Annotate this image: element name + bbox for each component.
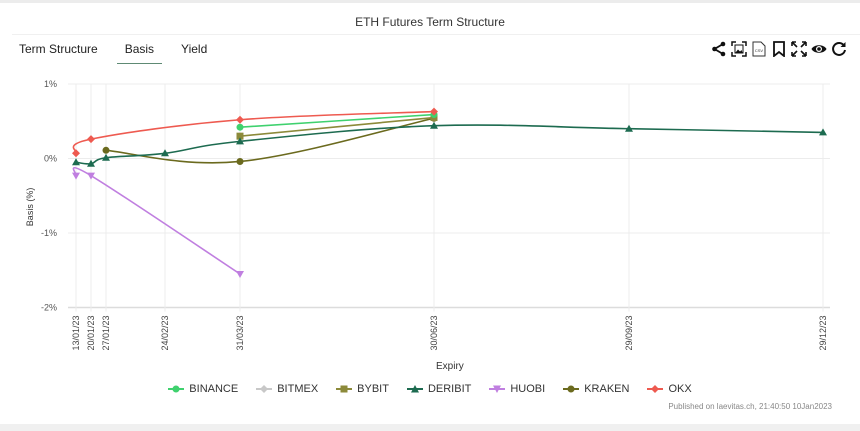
legend: BINANCE BITMEX BYBIT DERIBIT HUOBI KRAKE… <box>0 383 860 395</box>
diamond-marker-icon <box>256 385 273 393</box>
x-tick-label: 31/03/23 <box>235 316 245 351</box>
x-tick-label: 27/01/23 <box>101 316 111 351</box>
share-button[interactable] <box>710 40 728 58</box>
bookmark-button[interactable] <box>770 40 788 58</box>
refresh-button[interactable] <box>830 40 848 58</box>
legend-item-binance[interactable]: BINANCE <box>168 383 238 395</box>
export-image-button[interactable] <box>730 40 748 58</box>
tab-yield[interactable]: Yield <box>181 42 208 56</box>
x-tick-label: 29/12/23 <box>818 316 828 351</box>
chart-toolbar: CSV <box>710 40 848 58</box>
svg-text:CSV: CSV <box>755 48 764 53</box>
series-huobi[interactable] <box>72 167 244 278</box>
legend-item-okx[interactable]: OKX <box>647 383 692 395</box>
x-axis-title: Expiry <box>436 361 464 372</box>
series-deribit[interactable] <box>72 121 827 167</box>
x-tick-label: 29/09/23 <box>624 316 634 351</box>
legend-item-bitmex[interactable]: BITMEX <box>256 383 318 395</box>
diamond-marker-icon <box>647 385 664 393</box>
published-credit: Published on laevitas.ch, 21:40:50 10Jan… <box>668 402 832 411</box>
x-tick-label: 20/01/23 <box>86 316 96 351</box>
image-export-icon <box>731 41 747 57</box>
tab-basis[interactable]: Basis <box>116 40 163 64</box>
x-tick-label: 13/01/23 <box>71 316 81 351</box>
legend-item-kraken[interactable]: KRAKEN <box>563 383 629 395</box>
y-tick-label: 0% <box>44 154 57 164</box>
tab-term-structure[interactable]: Term Structure <box>19 42 98 56</box>
visibility-button[interactable] <box>810 40 828 58</box>
csv-export-icon: CSV <box>752 41 766 57</box>
eye-icon <box>811 45 827 53</box>
bookmark-icon <box>773 41 785 57</box>
triangle-up-marker-icon <box>406 385 423 393</box>
export-csv-button[interactable]: CSV <box>750 40 768 58</box>
top-border <box>0 0 860 3</box>
circle-marker-icon <box>168 385 185 393</box>
x-tick-label: 24/02/23 <box>160 316 170 351</box>
refresh-icon <box>832 41 846 56</box>
chart-area: 1% 0% -1% -2% 13/01/23 20/01/23 27/01/23 24/02/… <box>0 70 860 380</box>
y-tick-label: -1% <box>41 228 57 238</box>
y-axis-title: Basis (%) <box>25 188 35 227</box>
triangle-down-marker-icon <box>489 385 506 393</box>
y-tick-label: 1% <box>44 79 57 89</box>
fullscreen-icon <box>791 41 807 57</box>
square-marker-icon <box>336 385 353 393</box>
tab-bar: Term Structure Basis Yield <box>12 40 226 64</box>
legend-item-huobi[interactable]: HUOBI <box>489 383 545 395</box>
legend-item-deribit[interactable]: DERIBIT <box>406 383 471 395</box>
x-tick-label: 30/06/23 <box>429 316 439 351</box>
divider <box>12 34 860 35</box>
series-okx[interactable] <box>72 107 438 158</box>
bottom-border <box>0 424 860 431</box>
circle-marker-icon <box>563 385 580 393</box>
share-icon <box>712 41 726 57</box>
fullscreen-button[interactable] <box>790 40 808 58</box>
basis-line-chart: 1% 0% -1% -2% 13/01/23 20/01/23 27/01/23 24/02/… <box>25 79 830 372</box>
y-tick-label: -2% <box>41 303 57 313</box>
legend-item-bybit[interactable]: BYBIT <box>336 383 389 395</box>
chart-title: ETH Futures Term Structure <box>355 15 505 29</box>
